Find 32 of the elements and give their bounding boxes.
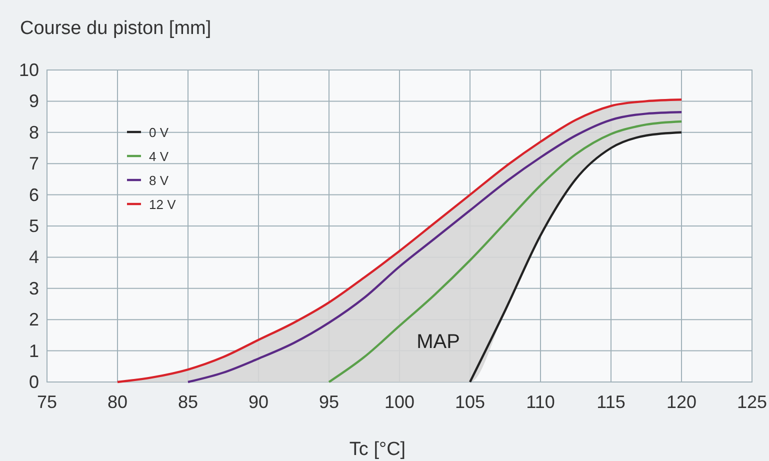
x-tick-label: 115	[596, 392, 626, 412]
x-tick-label: 80	[107, 392, 128, 412]
y-tick-label: 6	[28, 184, 39, 205]
y-tick-label: 0	[28, 372, 39, 392]
annotation: MAP	[416, 331, 460, 353]
y-tick-label: 9	[28, 91, 39, 112]
x-tick-label: 75	[36, 392, 58, 412]
legend-label: 12 V	[149, 197, 176, 212]
x-tick-label: 95	[318, 392, 340, 412]
line-series	[186, 111, 683, 384]
y-tick-label: 7	[28, 154, 39, 174]
x-tick-label: 110	[526, 392, 555, 412]
x-tick-label: 85	[178, 392, 198, 412]
y-tick-label: 4	[28, 247, 39, 268]
x-tick-label: 105	[454, 392, 486, 412]
y-tick-label: 8	[28, 122, 39, 142]
y-tick-label: 1	[28, 340, 39, 361]
x-tick-label: 125	[736, 392, 768, 412]
x-tick-label: 90	[248, 392, 269, 412]
legend-label: 4 V	[149, 149, 169, 164]
y-tick-label: 5	[28, 216, 39, 236]
line-series	[468, 131, 683, 384]
y-axis-title: Course du piston [mm]	[20, 18, 212, 39]
y-tick-label: 10	[18, 60, 39, 80]
line-series	[328, 120, 683, 384]
legend-label: 0 V	[149, 125, 169, 140]
x-axis-title: Tc [°C]	[349, 439, 406, 460]
x-tick-label: 120	[666, 392, 697, 412]
y-tick-label: 3	[28, 278, 39, 298]
y-tick-label: 2	[28, 310, 39, 330]
legend-label: 8 V	[149, 173, 169, 188]
x-tick-label: 100	[384, 392, 415, 412]
